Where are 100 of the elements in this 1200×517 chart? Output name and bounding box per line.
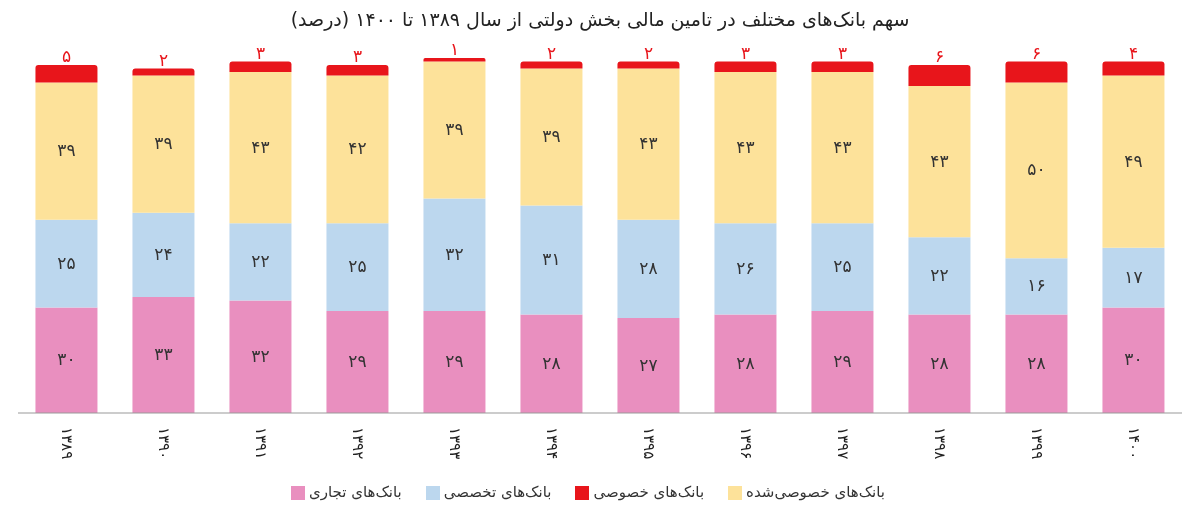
data-label: ۳۹: [445, 119, 464, 140]
bar: [1102, 75, 1165, 248]
legend-label: بانک‌های تخصصی: [443, 483, 552, 501]
x-tick-label: ۱۳۹۷: [834, 427, 852, 460]
bar: [229, 61, 292, 73]
data-label: ۲۸: [930, 352, 949, 373]
data-label: ۴۳: [736, 136, 755, 157]
data-label: ۴۳: [930, 150, 949, 171]
bar: [617, 68, 680, 220]
data-label: ۲۵: [57, 252, 76, 273]
x-tick-label: ۱۴۰۰: [1125, 427, 1143, 460]
data-label: ۳۹: [542, 126, 561, 147]
data-label: ۲۲: [930, 264, 949, 285]
data-label: ۴۹: [1124, 150, 1143, 171]
x-tick-label: ۱۳۹۱: [252, 427, 270, 460]
x-tick-label: ۱۳۹۸: [931, 427, 949, 460]
bar: [908, 314, 971, 413]
bar: [908, 65, 971, 87]
data-label: ۴۳: [639, 133, 658, 154]
data-label: ۲: [158, 49, 169, 70]
bar: [617, 61, 680, 69]
bar: [423, 198, 486, 312]
data-label: ۱: [449, 39, 460, 59]
bar: [132, 68, 195, 76]
bar: [714, 223, 777, 315]
bar: [520, 205, 583, 315]
data-label: ۵: [61, 46, 72, 67]
bar: [229, 223, 292, 301]
bar: [1102, 247, 1165, 308]
data-label: ۲۸: [1027, 352, 1046, 373]
bar: [423, 61, 486, 199]
data-label: ۲۷: [639, 354, 658, 375]
bar: [811, 223, 874, 312]
data-label: ۲۵: [348, 256, 367, 277]
bar: [520, 314, 583, 413]
bar: [132, 212, 195, 298]
bar: [520, 68, 583, 206]
bar: [35, 219, 98, 308]
data-label: ۴۲: [348, 138, 367, 159]
data-label: ۲۴: [154, 243, 173, 264]
data-label: ۴۳: [833, 136, 852, 157]
bar: [423, 58, 486, 62]
bar: [326, 223, 389, 312]
x-tick-label: ۱۳۹۰: [155, 427, 173, 460]
bar: [617, 318, 680, 413]
data-label: ۳۱: [542, 249, 561, 270]
bar: [617, 219, 680, 319]
data-label: ۶: [934, 46, 945, 67]
data-label: ۶: [1031, 42, 1042, 63]
data-label: ۲۶: [736, 257, 755, 278]
bar: [1102, 307, 1165, 413]
x-tick-label: ۱۳۹۶: [737, 427, 755, 460]
bar: [132, 75, 195, 213]
x-tick-label: ۱۳۹۹: [1028, 427, 1046, 460]
x-tick-label: ۱۳۹۳: [446, 427, 464, 460]
data-label: ۲۹: [445, 351, 464, 372]
bar: [423, 311, 486, 413]
data-label: ۵۰: [1027, 159, 1046, 180]
legend-label: بانک‌های تجاری: [309, 483, 402, 501]
data-label: ۳۹: [154, 133, 173, 154]
data-label: ۲۵: [833, 256, 852, 277]
data-label: ۲۸: [542, 352, 561, 373]
data-label: ۳۲: [445, 243, 464, 264]
bar: [714, 72, 777, 224]
data-label: ۲۹: [833, 351, 852, 372]
data-label: ۳۳: [154, 344, 173, 364]
bar: [1005, 314, 1068, 413]
data-label: ۳: [837, 42, 848, 63]
data-label: ۲۸: [736, 352, 755, 373]
legend-label: بانک‌های خصوصی‌شده: [746, 483, 885, 501]
bar: [811, 72, 874, 224]
data-label: ۱۶: [1027, 275, 1046, 296]
data-label: ۲: [546, 42, 557, 63]
data-label: ۳: [740, 42, 751, 63]
data-label: ۴: [1128, 42, 1139, 63]
x-tick-label: ۱۳۹۵: [640, 427, 658, 460]
data-label: ۲۲: [251, 250, 270, 271]
bar: [326, 311, 389, 413]
data-label: ۱۷: [1124, 266, 1143, 287]
data-label: ۲۹: [348, 351, 367, 372]
bar: [714, 61, 777, 73]
data-label: ۳: [255, 42, 266, 63]
data-label: ۴۳: [251, 136, 270, 157]
x-tick-label: ۱۳۹۲: [349, 427, 367, 460]
bar: [1005, 258, 1068, 315]
bar: [229, 300, 292, 413]
chart-title: سهم بانک‌های مختلف در تامین مالی بخش دولتی از سال ۱۳۸۹ تا ۱۴۰۰ (درصد): [289, 8, 911, 30]
x-tick-label: ۱۳۹۴: [543, 427, 561, 460]
bar: [1005, 82, 1068, 259]
bar: [132, 297, 195, 413]
bar: [326, 75, 389, 224]
bar: [35, 82, 98, 220]
bar: [1102, 61, 1165, 76]
bar: [908, 237, 971, 315]
data-label: ۲: [643, 42, 654, 63]
bar: [326, 65, 389, 76]
bar: [1005, 61, 1068, 83]
data-label: ۳۰: [1124, 349, 1143, 370]
bar: [35, 65, 98, 83]
data-label: ۳۲: [251, 345, 270, 366]
